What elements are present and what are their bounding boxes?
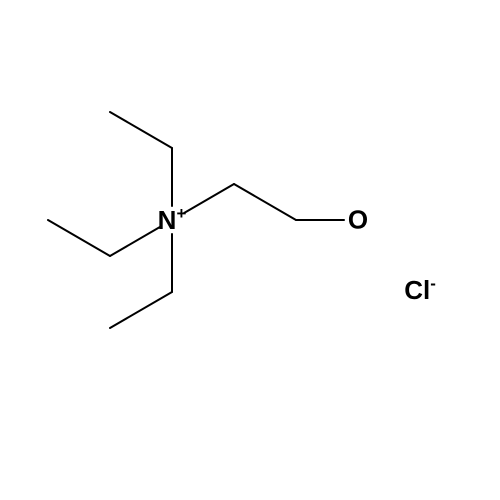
atom-label-chloride: Cl-	[404, 274, 436, 306]
atom-label-oxygen: O	[348, 205, 368, 236]
molecule-canvas: N+ O Cl-	[0, 0, 500, 500]
bond-layer	[0, 0, 500, 500]
atom-label-nitrogen: N+	[158, 204, 187, 236]
